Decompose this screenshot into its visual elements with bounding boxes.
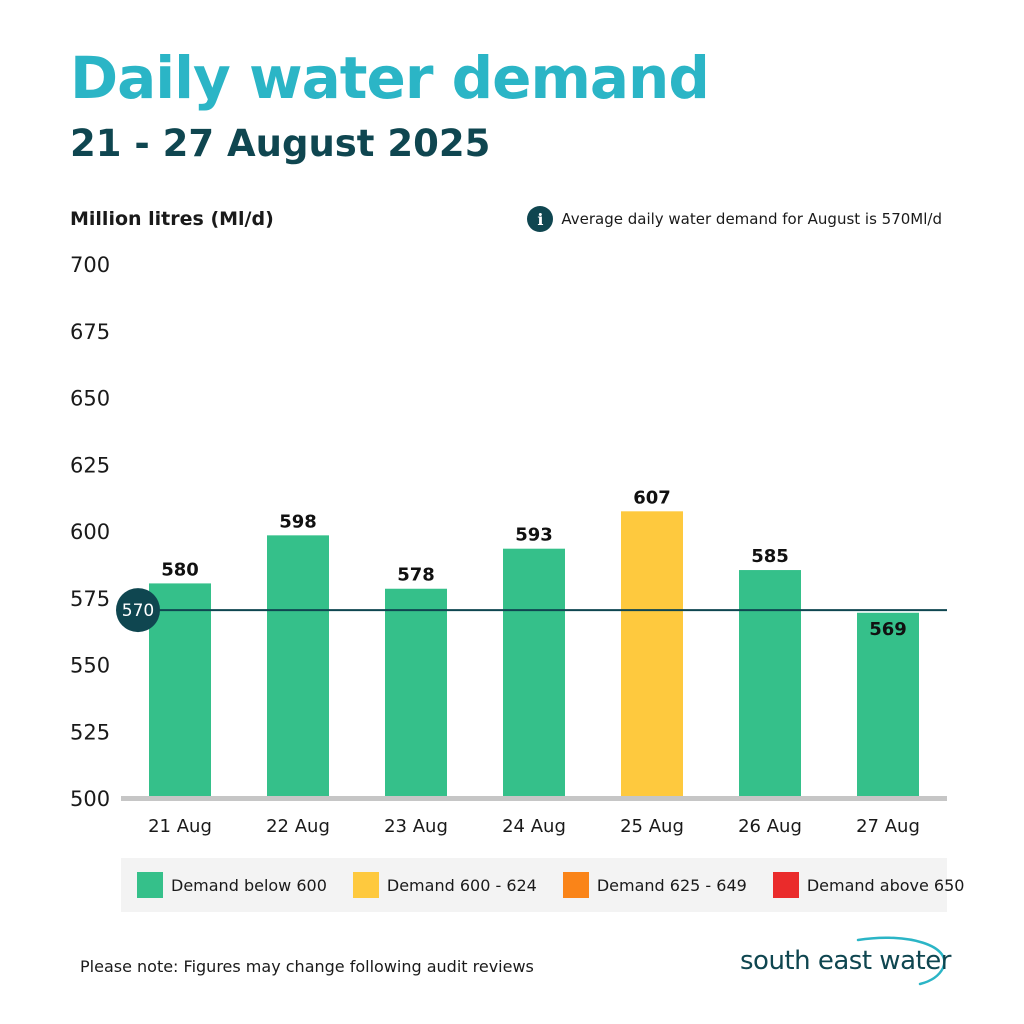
x-tick-label: 24 Aug — [502, 816, 566, 837]
page-title: Daily water demand — [70, 44, 710, 112]
average-reference-marker — [116, 588, 160, 633]
average-note: i Average daily water demand for August … — [527, 206, 942, 232]
legend-swatch — [352, 872, 379, 898]
x-tick-label: 23 Aug — [384, 816, 448, 837]
legend-item-above-650: Demand above 650 — [772, 872, 965, 898]
y-axis-label: Million litres (Ml/d) — [70, 208, 274, 230]
page-subtitle: 21 - 27 August 2025 — [70, 122, 491, 165]
bar-value-label: 578 — [397, 565, 435, 586]
legend-label: Demand above 650 — [806, 875, 965, 895]
y-tick-label: 650 — [70, 387, 110, 411]
legend-label: Demand below 600 — [171, 875, 327, 895]
y-tick-label: 500 — [70, 787, 110, 811]
bar-value-label: 585 — [751, 546, 789, 567]
y-tick-label: 700 — [70, 253, 110, 277]
south-east-water-logo: south east water — [738, 936, 951, 986]
y-tick-label: 600 — [70, 520, 110, 544]
bar — [739, 570, 801, 797]
bar-chart: 500 525 550 575 600 625 650 675 700 580 21 Aug 598 2… — [70, 253, 947, 837]
legend-swatch — [772, 872, 799, 898]
bar-value-label: 569 — [869, 619, 907, 640]
y-tick-label: 525 — [70, 720, 110, 744]
legend-swatch — [137, 872, 163, 898]
x-tick-label: 26 Aug — [738, 816, 802, 837]
footnote: Please note: Figures may change followin… — [80, 957, 534, 976]
bar — [149, 583, 211, 797]
average-note-text: Average daily water demand for August is… — [561, 210, 942, 228]
bar-value-label: 593 — [515, 525, 553, 546]
x-tick-label: 22 Aug — [266, 816, 330, 837]
logo-swoosh-icon — [856, 936, 946, 986]
legend-item-below-600: Demand below 600 — [137, 872, 327, 898]
legend: Demand below 600 Demand 600 - 624 Demand… — [121, 858, 964, 912]
bar — [385, 588, 447, 797]
bar-value-label: 607 — [633, 487, 671, 508]
y-tick-label: 575 — [70, 587, 110, 611]
x-axis-line — [121, 796, 947, 801]
info-icon: i — [527, 206, 554, 232]
legend-item-625-649: Demand 625 - 649 — [562, 872, 747, 898]
logo-text: south east water — [740, 946, 951, 976]
x-tick-label: 27 Aug — [856, 816, 920, 837]
bar — [857, 612, 919, 797]
legend-item-600-624: Demand 600 - 624 — [352, 872, 537, 898]
x-tick-label: 21 Aug — [148, 816, 212, 837]
y-tick-label: 550 — [70, 654, 110, 678]
bar — [267, 535, 329, 797]
bar — [621, 511, 683, 797]
legend-swatch — [562, 872, 589, 898]
bar — [503, 548, 565, 797]
y-tick-label: 625 — [70, 453, 110, 477]
legend-label: Demand 625 - 649 — [596, 875, 747, 895]
bar-value-label: 580 — [161, 559, 199, 580]
x-tick-label: 25 Aug — [620, 816, 684, 837]
bar-value-label: 598 — [279, 511, 317, 532]
legend-label: Demand 600 - 624 — [386, 875, 537, 895]
average-reference-label: 570 — [122, 601, 154, 621]
y-tick-label: 675 — [70, 320, 110, 344]
